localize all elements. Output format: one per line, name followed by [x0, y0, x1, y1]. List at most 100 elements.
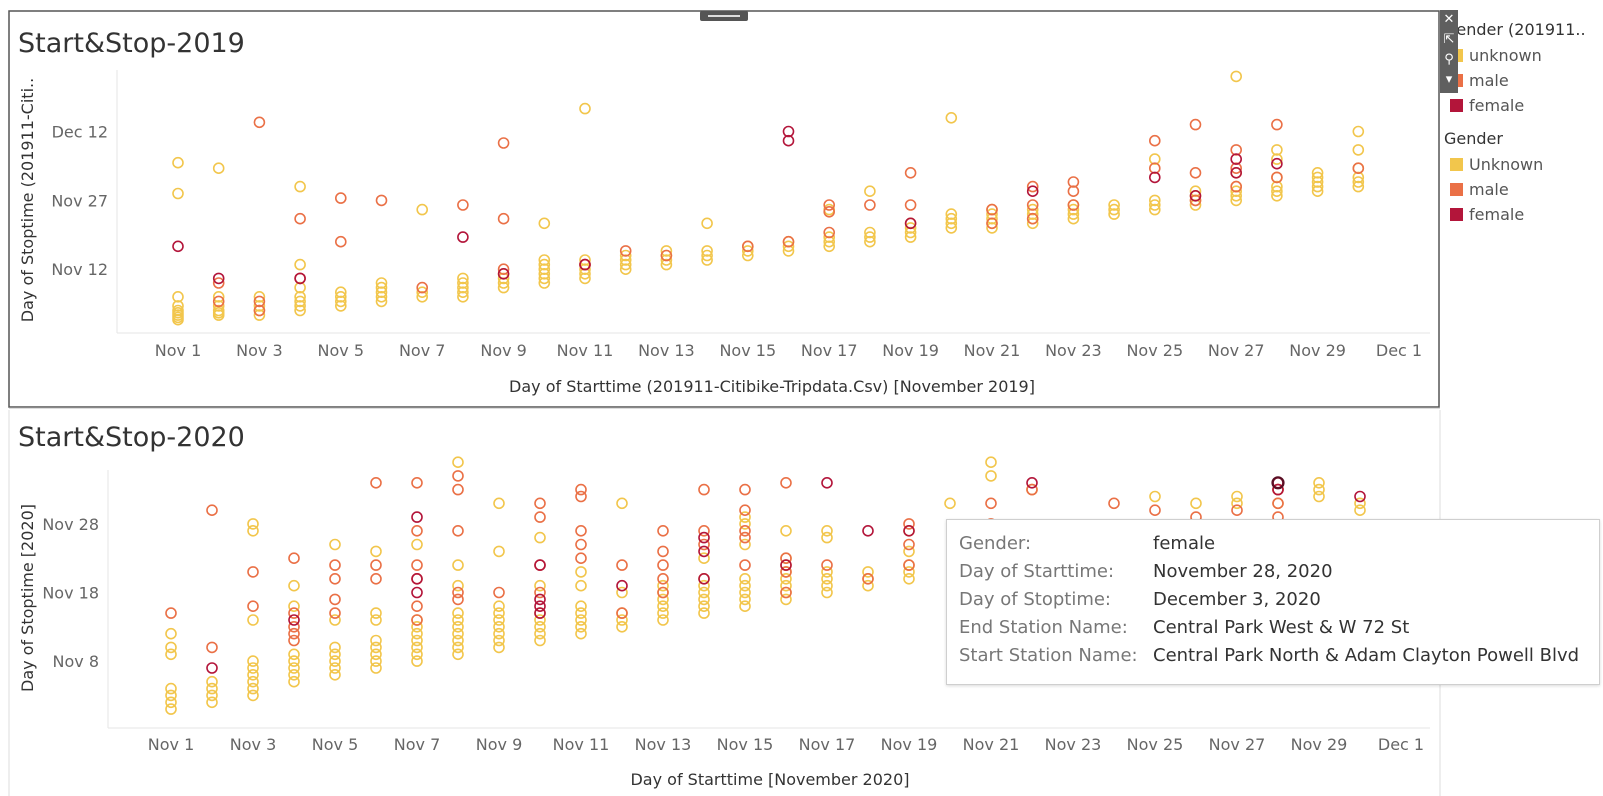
data-point-unknown[interactable]	[1231, 490, 1243, 503]
data-point-male[interactable]	[411, 600, 423, 613]
data-point-unknown[interactable]	[334, 286, 347, 299]
data-point-female[interactable]	[903, 524, 915, 537]
data-point-unknown[interactable]	[945, 222, 958, 234]
data-point-unknown[interactable]	[945, 212, 958, 225]
data-point-female[interactable]	[497, 267, 510, 280]
data-point-female[interactable]	[1026, 185, 1039, 197]
data-point-male[interactable]	[904, 167, 917, 179]
data-point-male[interactable]	[986, 217, 998, 230]
data-point-unknown[interactable]	[823, 235, 836, 248]
data-point-unknown[interactable]	[579, 254, 591, 266]
data-point-unknown[interactable]	[864, 235, 876, 248]
data-point-unknown[interactable]	[452, 579, 464, 592]
data-point-male[interactable]	[288, 620, 300, 633]
data-point-unknown[interactable]	[945, 208, 958, 220]
data-point-unknown[interactable]	[701, 245, 713, 257]
data-point-unknown[interactable]	[329, 538, 341, 551]
data-point-unknown[interactable]	[1108, 208, 1120, 220]
data-point-unknown[interactable]	[698, 552, 710, 565]
data-point-male[interactable]	[1149, 504, 1161, 517]
legend-label-2020-unknown[interactable]: Unknown	[1469, 155, 1543, 174]
data-point-male[interactable]	[411, 559, 423, 571]
data-point-male[interactable]	[1067, 199, 1080, 211]
data-point-unknown[interactable]	[375, 277, 388, 289]
legend-swatch-2020-male[interactable]	[1450, 183, 1463, 196]
data-point-unknown[interactable]	[538, 272, 551, 285]
data-point-unknown[interactable]	[1352, 171, 1365, 184]
data-point-unknown[interactable]	[739, 518, 751, 530]
data-point-unknown[interactable]	[864, 231, 876, 243]
data-point-male[interactable]	[780, 566, 792, 578]
data-point-unknown[interactable]	[1313, 476, 1325, 489]
data-point-male[interactable]	[780, 476, 792, 489]
data-point-female[interactable]	[782, 125, 795, 138]
data-point-unknown[interactable]	[782, 240, 795, 253]
data-point-unknown[interactable]	[739, 511, 751, 523]
data-point-male[interactable]	[1149, 162, 1161, 174]
data-point-male[interactable]	[575, 552, 587, 565]
data-point-unknown[interactable]	[1108, 203, 1120, 216]
data-point-male[interactable]	[698, 483, 710, 496]
data-point-unknown[interactable]	[457, 277, 469, 289]
data-point-male[interactable]	[534, 497, 546, 510]
data-point-unknown[interactable]	[1149, 194, 1161, 207]
data-point-unknown[interactable]	[329, 668, 341, 681]
data-point-unknown[interactable]	[780, 579, 792, 592]
data-point-male[interactable]	[375, 194, 388, 207]
data-point-unknown[interactable]	[165, 641, 177, 654]
data-point-unknown[interactable]	[172, 290, 184, 303]
data-point-unknown[interactable]	[288, 600, 300, 613]
data-point-unknown[interactable]	[294, 300, 306, 312]
data-point-male[interactable]	[411, 476, 423, 489]
data-point-unknown[interactable]	[657, 579, 669, 592]
data-point-male[interactable]	[739, 504, 751, 517]
data-point-unknown[interactable]	[575, 607, 587, 619]
data-point-male[interactable]	[1230, 162, 1242, 174]
data-point-unknown[interactable]	[288, 675, 300, 688]
data-point-unknown[interactable]	[701, 249, 713, 262]
data-point-unknown[interactable]	[698, 586, 710, 599]
legend-swatch-2020-female[interactable]	[1450, 208, 1463, 221]
data-point-unknown[interactable]	[370, 648, 382, 661]
data-point-unknown[interactable]	[253, 290, 266, 303]
data-point-unknown[interactable]	[247, 655, 259, 667]
data-point-unknown[interactable]	[986, 222, 998, 234]
data-point-unknown[interactable]	[986, 208, 998, 220]
data-point-unknown[interactable]	[821, 579, 833, 592]
data-point-unknown[interactable]	[1352, 125, 1365, 138]
data-point-unknown[interactable]	[329, 641, 341, 654]
data-point-unknown[interactable]	[165, 627, 177, 640]
data-point-unknown[interactable]	[247, 668, 259, 681]
data-point-male[interactable]	[1026, 180, 1039, 193]
data-point-unknown[interactable]	[370, 662, 382, 674]
data-point-unknown[interactable]	[294, 180, 306, 193]
data-point-unknown[interactable]	[782, 245, 795, 257]
data-point-female[interactable]	[534, 559, 546, 571]
data-point-unknown[interactable]	[452, 648, 464, 661]
data-point-unknown[interactable]	[985, 470, 997, 482]
data-point-unknown[interactable]	[698, 579, 710, 592]
data-point-female[interactable]	[1230, 153, 1242, 165]
data-point-unknown[interactable]	[660, 254, 673, 266]
data-point-unknown[interactable]	[534, 579, 546, 592]
data-point-male[interactable]	[288, 552, 300, 565]
data-point-unknown[interactable]	[741, 245, 754, 257]
data-point-unknown[interactable]	[1067, 203, 1080, 216]
data-point-unknown[interactable]	[165, 689, 177, 702]
data-point-female[interactable]	[212, 272, 225, 285]
data-point-unknown[interactable]	[1311, 185, 1324, 197]
data-point-unknown[interactable]	[294, 258, 306, 271]
legend-swatch-2019-female[interactable]	[1450, 99, 1463, 112]
data-point-unknown[interactable]	[944, 497, 956, 510]
data-point-unknown[interactable]	[370, 641, 382, 654]
data-point-male[interactable]	[986, 203, 998, 216]
data-point-unknown[interactable]	[206, 682, 218, 695]
data-point-male[interactable]	[698, 524, 710, 537]
data-point-male[interactable]	[1026, 483, 1038, 496]
data-point-unknown[interactable]	[411, 627, 423, 640]
data-point-unknown[interactable]	[739, 600, 751, 613]
data-point-male[interactable]	[288, 634, 300, 647]
data-point-unknown[interactable]	[452, 634, 464, 647]
data-point-male[interactable]	[575, 490, 587, 503]
data-point-male[interactable]	[862, 572, 874, 585]
